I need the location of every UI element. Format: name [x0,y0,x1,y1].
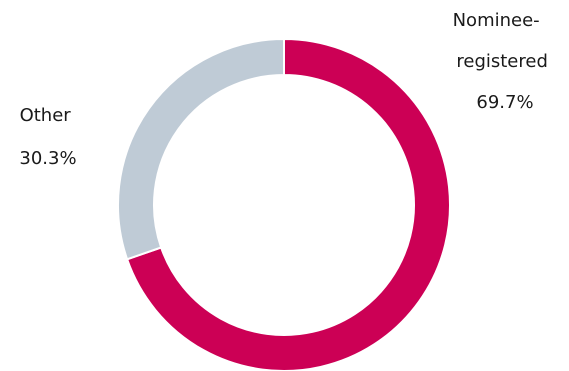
slice-label-other: Other 30.3% [19,105,76,169]
donut-slice-0 [125,37,451,371]
slice-label-other-line-1: Other [20,105,72,126]
slice-label-nominee-registered: Nominee- registered 69.7% [453,10,554,113]
donut-slices [117,37,451,371]
slice-value-other: 30.3% [19,148,76,169]
slice-value-nominee-registered: 69.7% [476,92,533,113]
slice-label-nominee-line-1: Nominee- [453,10,540,31]
donut-slice-1 [117,37,285,261]
slice-label-nominee-line-2: registered [456,51,548,72]
